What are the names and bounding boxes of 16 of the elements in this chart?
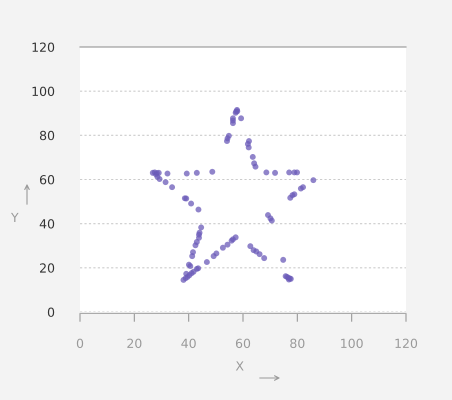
x-tick-label: 100	[341, 338, 363, 348]
x-axis-title: X	[236, 361, 244, 371]
y-tick-label: 120	[32, 42, 54, 52]
x-tick-label: 20	[127, 338, 142, 348]
y-axis-title: Y	[10, 212, 19, 222]
y-tick-label: 100	[32, 86, 54, 96]
y-tick-label: 60	[40, 174, 54, 184]
y-tick-label: 20	[40, 263, 54, 273]
y-tick-label: 0	[48, 307, 54, 317]
y-tick-label: 80	[40, 130, 54, 140]
x-tick-label: 0	[76, 338, 84, 348]
x-tick-label: 60	[236, 338, 250, 348]
x-tick-label: 80	[290, 338, 304, 348]
x-tick-label: 120	[395, 338, 418, 348]
y-tick-label: 40	[40, 219, 54, 229]
x-tick-label: 40	[181, 338, 196, 348]
